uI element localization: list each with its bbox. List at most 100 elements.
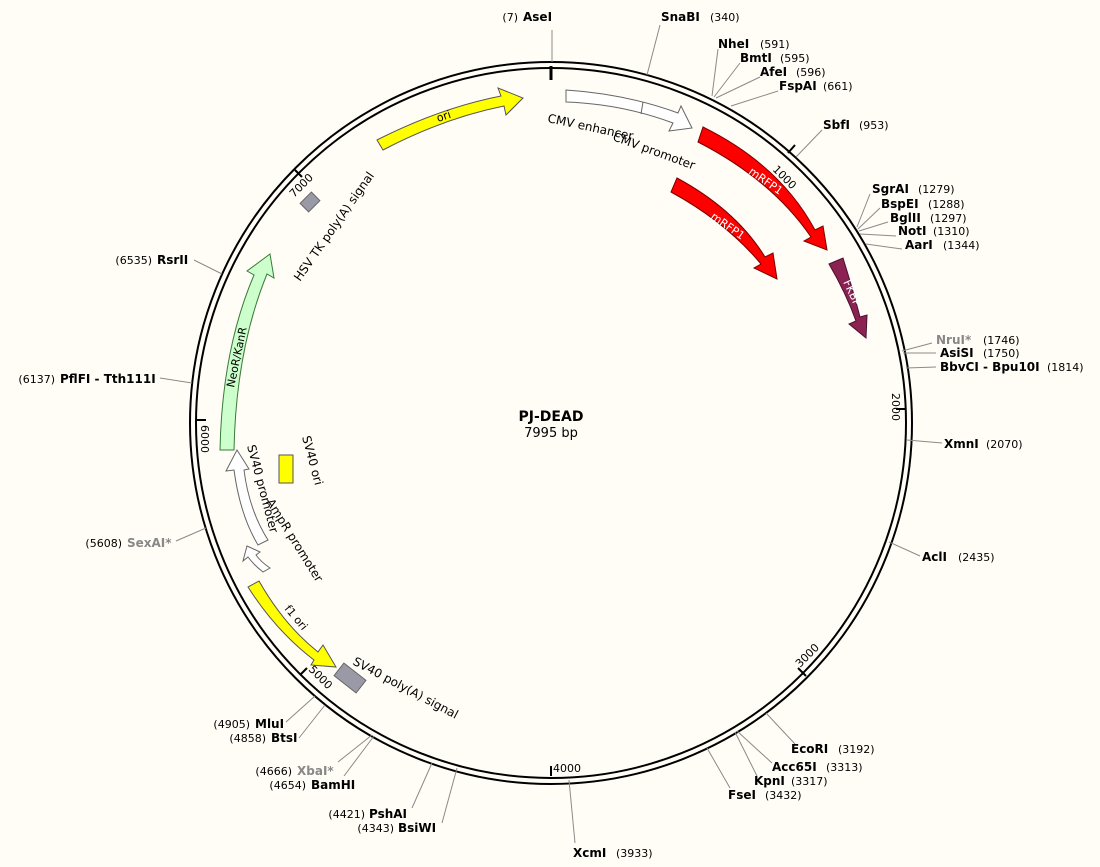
tick-marks	[196, 144, 906, 776]
site-name: MluI	[255, 717, 284, 731]
site-pos: (7)	[502, 11, 518, 24]
site-name: FspAI	[779, 79, 817, 93]
site-pos: (4905)	[213, 718, 250, 731]
site-name: EcoRI	[791, 742, 828, 756]
site-name: SgrAI	[872, 182, 909, 196]
site-name: SexAI*	[127, 536, 172, 550]
site-fsei[interactable]: FseI (3432)	[706, 747, 802, 802]
site-name: NheI	[718, 37, 749, 51]
site-bamhi[interactable]: (4654) BamHI	[269, 735, 375, 792]
site-bsiwi[interactable]: (4343) BsiWI	[357, 767, 458, 835]
tick-mark-3000	[797, 667, 807, 677]
site-aseI[interactable]: (7) AseI	[502, 10, 553, 62]
site-pos: (4343)	[357, 822, 394, 835]
site-pos: (1297)	[930, 212, 967, 225]
site-name: NotI	[898, 224, 927, 238]
site-sexai[interactable]: (5608) SexAI*	[85, 527, 207, 550]
site-acc65i[interactable]: Acc65I (3313)	[736, 730, 863, 774]
site-xcmi[interactable]: XcmI (3933)	[568, 779, 653, 860]
site-pos: (1310)	[933, 225, 970, 238]
site-name: BbvCI - Bpu10I	[940, 360, 1040, 374]
site-pos: (3192)	[838, 743, 875, 756]
site-noti[interactable]: NotI (1310)	[859, 224, 970, 238]
site-pos: (3317)	[791, 775, 828, 788]
site-pos: (2070)	[986, 438, 1023, 451]
feature-fkbp-arrow	[828, 257, 868, 340]
tick-mark-5000	[299, 667, 308, 676]
site-fspai[interactable]: FspAI (661)	[730, 79, 853, 107]
feature-hsv-tk-polya-box	[299, 191, 321, 213]
feature-ampr-promoter-arrow	[242, 545, 271, 573]
site-pos: (3313)	[826, 761, 863, 774]
site-xmni[interactable]: XmnI (2070)	[906, 437, 1023, 451]
site-name: PflFI - Tth111I	[60, 372, 156, 386]
site-name: BtsI	[271, 731, 298, 745]
plasmid-length: 7995 bp	[524, 426, 578, 441]
site-bspei[interactable]: BspEI (1288)	[857, 197, 965, 230]
site-bglii[interactable]: BglII (1297)	[858, 211, 967, 232]
tick-label-2000: 2000	[889, 393, 902, 421]
feature-cmv-enhancer-arrow	[565, 89, 693, 132]
site-pos: (2435)	[958, 551, 995, 564]
site-pos: (4858)	[229, 732, 266, 745]
tick-mark-7000	[294, 169, 303, 178]
site-pos: (596)	[796, 66, 826, 79]
feature-cmv-divider	[640, 101, 644, 115]
site-name: SnaBI	[661, 10, 700, 24]
site-aari[interactable]: AarI (1344)	[865, 238, 980, 252]
feature-ori-label: ori	[435, 108, 453, 125]
site-name: Acc65I	[772, 760, 817, 774]
site-pflfi-tth111i[interactable]: (6137) PflFI - Tth111I	[18, 372, 193, 386]
site-pos: (340)	[710, 11, 740, 24]
site-sbfi[interactable]: SbfI (953)	[795, 118, 889, 158]
site-pos: (591)	[760, 38, 790, 51]
site-asisi[interactable]: AsiSI (1750)	[903, 346, 1020, 360]
site-name: AarI	[905, 238, 933, 252]
site-pos: (3432)	[765, 789, 802, 802]
site-bbvci-bpu10i[interactable]: BbvCI - Bpu10I (1814)	[905, 360, 1084, 374]
site-name: BspEI	[881, 197, 919, 211]
site-btsi[interactable]: (4858) BtsI	[229, 704, 326, 745]
site-mlui[interactable]: (4905) MluI	[213, 695, 316, 731]
tick-label-6000: 6000	[198, 425, 211, 453]
site-pos: (1814)	[1047, 361, 1084, 374]
feature-neor-kanr-arrow	[219, 253, 275, 451]
site-name: XcmI	[573, 846, 606, 860]
site-pos: (661)	[823, 80, 853, 93]
site-pos: (1279)	[918, 183, 955, 196]
feature-mrfp1-inner-arrow	[670, 177, 778, 280]
site-name: BamHI	[311, 778, 355, 792]
feature-f1-ori-arrow	[247, 580, 337, 668]
site-xbai[interactable]: (4666) XbaI*	[255, 734, 373, 778]
site-pos: (6137)	[18, 373, 55, 386]
site-name: XmnI	[944, 437, 979, 451]
tick-mark-1000	[787, 144, 796, 154]
site-name: XbaI*	[297, 764, 334, 778]
site-bmti[interactable]: BmtI (595)	[713, 51, 810, 98]
site-pos: (5608)	[85, 537, 122, 550]
site-pos: (1746)	[983, 334, 1020, 347]
site-name: AseI	[523, 10, 552, 24]
site-kpni[interactable]: KpnI (3317)	[734, 731, 828, 788]
site-pos: (3933)	[616, 847, 653, 860]
site-pos: (4654)	[269, 779, 306, 792]
site-pos: (953)	[859, 119, 889, 132]
site-name: FseI	[728, 788, 756, 802]
site-nrui[interactable]: NruI* (1746)	[901, 333, 1020, 352]
site-afei[interactable]: AfeI (596)	[715, 65, 826, 99]
site-acli[interactable]: AclI (2435)	[888, 541, 995, 564]
site-pos: (6535)	[115, 254, 152, 267]
site-sgrai[interactable]: SgrAI (1279)	[856, 182, 955, 228]
feature-ori[interactable]: ori	[376, 87, 524, 151]
site-nhei[interactable]: NheI (591)	[711, 37, 790, 97]
site-name: BsiWI	[398, 821, 436, 835]
tick-label-4000: 4000	[553, 762, 581, 775]
site-name: NruI*	[936, 333, 972, 347]
site-snabi[interactable]: SnaBI (340)	[646, 10, 740, 76]
site-name: AfeI	[760, 65, 787, 79]
site-name: RsrII	[157, 253, 188, 267]
site-pshai[interactable]: (4421) PshAI	[328, 762, 433, 821]
site-ecori[interactable]: EcoRI (3192)	[765, 712, 875, 756]
site-rsrii[interactable]: (6535) RsrII	[115, 253, 223, 275]
